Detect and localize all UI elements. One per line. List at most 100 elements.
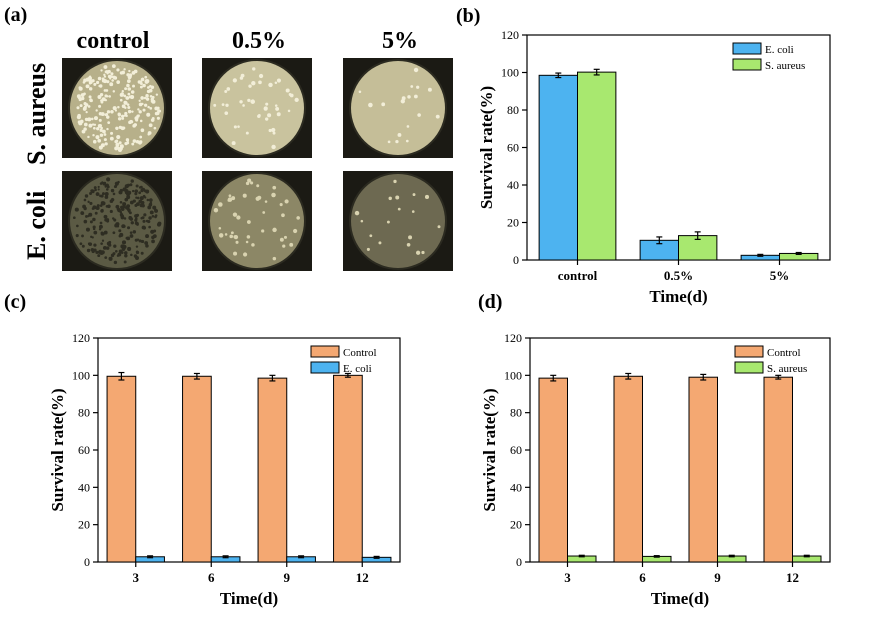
colony: [110, 188, 115, 193]
x-tick-label: 0.5%: [664, 268, 693, 283]
colony: [123, 94, 127, 98]
colony: [100, 128, 103, 132]
colony: [133, 69, 138, 74]
colony: [120, 251, 124, 254]
colony: [293, 228, 298, 234]
panel-label: (c): [4, 291, 26, 313]
colony: [114, 107, 117, 110]
colony: [87, 135, 90, 139]
y-tick-label: 120: [504, 331, 522, 345]
colony: [76, 115, 81, 120]
colony: [74, 207, 79, 212]
colony: [114, 109, 118, 112]
colony: [134, 189, 139, 193]
colony: [424, 194, 430, 199]
y-tick-label: 80: [510, 406, 522, 420]
colony: [138, 191, 142, 195]
colony: [81, 129, 86, 134]
colony: [112, 192, 116, 196]
colony: [251, 81, 256, 86]
colony: [274, 104, 278, 107]
colony: [275, 106, 280, 111]
colony: [119, 92, 124, 97]
colony: [84, 194, 89, 198]
colony: [81, 244, 85, 248]
colony: [126, 183, 130, 187]
colony: [114, 249, 118, 253]
colony: [97, 185, 100, 189]
colony: [126, 79, 131, 83]
colony: [85, 215, 88, 218]
dish-s-aureus-5: [343, 58, 453, 158]
colony: [145, 234, 150, 239]
colony: [400, 99, 405, 104]
colony: [125, 236, 129, 240]
x-tick-label: 6: [639, 570, 646, 585]
colony: [98, 249, 102, 254]
colony: [120, 215, 125, 220]
colony: [233, 125, 237, 129]
colony: [104, 195, 109, 199]
colony: [232, 212, 238, 217]
colony: [153, 126, 157, 130]
colony: [79, 242, 83, 246]
colony: [104, 99, 108, 102]
y-tick-label: 40: [78, 480, 90, 494]
colony: [106, 80, 110, 84]
colony: [386, 220, 390, 224]
colony: [99, 133, 104, 137]
colony: [151, 116, 155, 120]
colony: [88, 242, 93, 246]
colony: [127, 106, 131, 110]
colony: [96, 80, 100, 85]
colony: [239, 76, 244, 80]
colony: [119, 232, 124, 238]
colony: [393, 179, 397, 184]
colony: [97, 95, 102, 100]
colony: [149, 106, 153, 110]
colony: [133, 254, 138, 258]
bar: [763, 376, 793, 563]
y-tick-label: 40: [510, 480, 522, 494]
colony: [265, 102, 269, 106]
colony: [119, 144, 124, 149]
colony: [121, 247, 126, 251]
colony: [85, 227, 90, 232]
colony: [135, 184, 139, 188]
colony: [118, 190, 123, 195]
colony: [83, 105, 87, 109]
y-tick-label: 20: [78, 518, 90, 532]
colony: [239, 100, 243, 104]
colony: [89, 220, 93, 224]
y-tick-label: 60: [510, 443, 522, 457]
colony: [140, 200, 145, 205]
colony: [415, 250, 421, 255]
colony: [128, 73, 133, 77]
colony: [378, 241, 382, 245]
colony: [358, 90, 362, 94]
colony: [116, 68, 120, 72]
bar: [182, 375, 212, 563]
colony: [271, 192, 276, 198]
colony: [272, 227, 277, 233]
y-tick-label: 0: [513, 253, 519, 267]
colony: [149, 201, 153, 205]
colony: [213, 103, 217, 107]
colony: [151, 235, 155, 240]
y-tick-label: 100: [72, 368, 90, 382]
colony: [119, 98, 123, 102]
colony: [93, 243, 97, 247]
colony: [250, 181, 254, 185]
colony: [154, 214, 158, 217]
colony: [101, 181, 104, 184]
colony: [233, 251, 238, 256]
colony: [129, 231, 133, 235]
colony: [130, 90, 135, 94]
colony: [99, 194, 102, 198]
x-axis-title: Time(d): [649, 287, 707, 306]
colony: [104, 142, 108, 146]
colony: [388, 196, 392, 201]
colony: [236, 215, 241, 220]
colony: [144, 196, 147, 199]
colony: [94, 188, 97, 192]
